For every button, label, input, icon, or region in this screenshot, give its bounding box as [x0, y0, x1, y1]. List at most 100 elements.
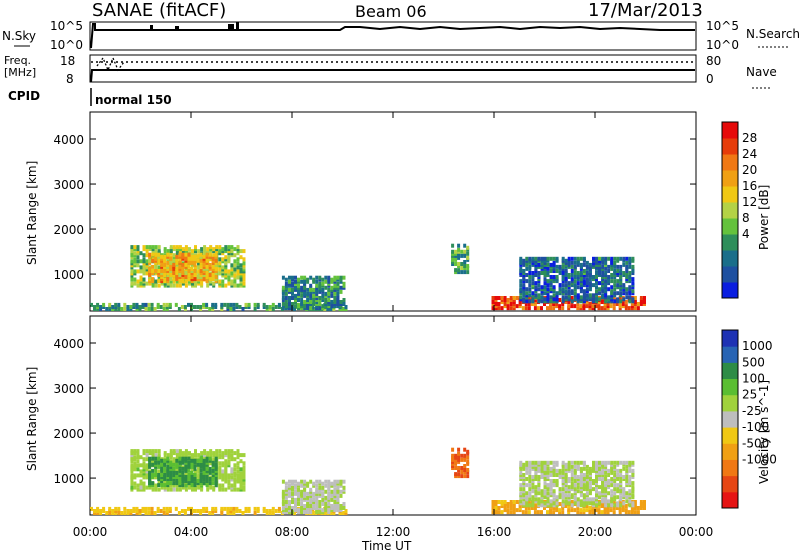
nave-label: Nave: [746, 65, 777, 79]
power-cell: [567, 304, 571, 309]
velocity-cell: [230, 485, 234, 490]
power-cell: [598, 291, 601, 296]
velocity-cell: [604, 489, 608, 494]
velocity-cell: [460, 470, 464, 474]
power-cell: [212, 247, 216, 252]
velocity-cell: [460, 466, 464, 470]
power-cell: [211, 305, 215, 309]
velocity-cell: [543, 460, 547, 465]
power-cell: [327, 275, 331, 280]
power-cell: [111, 305, 115, 309]
power-cell: [191, 251, 194, 256]
power-cell: [324, 298, 328, 302]
power-cell: [327, 287, 331, 292]
velocity-cell: [613, 503, 617, 508]
power-cell: [519, 283, 523, 288]
power-cell: [318, 281, 322, 286]
velocity-cell: [582, 483, 586, 488]
velocity-cell: [607, 481, 611, 486]
power-cell: [133, 269, 137, 274]
velocity-cell: [534, 460, 538, 465]
velocity-cell: [518, 508, 522, 513]
velocity-cell: [525, 477, 529, 481]
colorbar-swatch: [722, 282, 738, 299]
power-cell: [549, 277, 553, 282]
x-tick-label: 12:00: [376, 525, 411, 539]
power-cell: [199, 252, 203, 257]
power-cell: [585, 277, 589, 282]
velocity-cell: [609, 508, 613, 513]
power-cell: [636, 302, 640, 306]
power-cell: [306, 304, 310, 309]
velocity-cell: [460, 453, 464, 458]
velocity-cell: [172, 449, 176, 454]
velocity-cell: [598, 460, 601, 465]
power-cell: [214, 277, 218, 282]
power-cell: [466, 264, 470, 268]
velocity-cell: [174, 506, 178, 511]
y-tick-label: 1000: [53, 472, 84, 486]
nsky-tick-low: 10^0: [50, 38, 83, 52]
power-cell: [631, 256, 635, 261]
power-cell: [579, 256, 583, 261]
power-cell: [151, 264, 155, 269]
velocity-cell: [175, 473, 179, 477]
power-cell: [136, 279, 140, 284]
velocity-cell: [184, 479, 188, 483]
velocity-cell: [451, 453, 455, 458]
power-cell: [522, 258, 526, 263]
power-cell: [570, 277, 574, 282]
power-cell: [197, 265, 201, 270]
velocity-cell: [500, 500, 504, 504]
y-tick-label: 4000: [53, 337, 84, 351]
velocity-cell: [522, 489, 526, 494]
velocity-cell: [288, 506, 291, 510]
power-cell: [509, 306, 513, 311]
velocity-cell: [573, 495, 577, 500]
velocity-cell: [221, 455, 225, 460]
power-cell: [181, 279, 185, 284]
velocity-cell: [582, 493, 586, 498]
power-cell: [463, 249, 467, 254]
velocity-cell: [154, 468, 158, 473]
power-cell: [491, 306, 495, 311]
velocity-cell: [196, 462, 200, 467]
power-cell: [321, 287, 325, 292]
power-cell: [585, 293, 589, 298]
power-cell: [221, 247, 225, 252]
velocity-cell: [561, 460, 565, 465]
velocity-cell: [601, 473, 605, 477]
velocity-cell: [457, 472, 461, 477]
power-cell: [585, 264, 589, 269]
power-cell: [223, 302, 227, 307]
velocity-cell: [570, 493, 574, 498]
power-cell: [549, 262, 553, 267]
velocity-cell: [239, 485, 243, 490]
power-cell: [628, 299, 632, 304]
velocity-cell: [202, 506, 206, 511]
velocity-cell: [595, 481, 598, 486]
power-cell: [543, 297, 547, 302]
power-cell: [531, 277, 535, 282]
power-cell: [130, 281, 134, 286]
power-cell: [567, 285, 571, 290]
power-cell: [203, 251, 207, 256]
velocity-cell: [294, 500, 297, 504]
power-cell: [582, 304, 586, 309]
power-cell: [558, 271, 562, 275]
velocity-cell: [531, 489, 535, 494]
velocity-cell: [525, 483, 529, 488]
velocity-cell: [184, 458, 188, 463]
velocity-cell: [187, 477, 191, 481]
power-cell: [579, 277, 583, 282]
velocity-cell: [588, 506, 592, 510]
power-cell: [609, 304, 613, 309]
velocity-cell: [178, 481, 182, 486]
power-cell: [242, 257, 246, 262]
velocity-cell: [300, 502, 304, 506]
power-cell: [162, 307, 166, 311]
velocity-cell: [558, 502, 562, 506]
velocity-cell: [519, 470, 523, 475]
power-cell: [509, 302, 513, 306]
velocity-cell: [142, 461, 146, 466]
